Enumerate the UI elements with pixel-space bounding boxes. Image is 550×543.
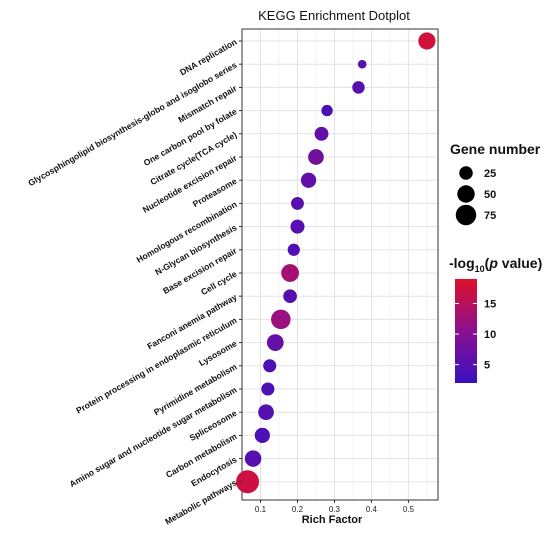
color-legend-title-open: ( — [484, 255, 490, 271]
size-legend-label: 25 — [484, 168, 496, 180]
data-point — [314, 126, 329, 141]
data-point — [236, 470, 260, 494]
x-tick-label: 0.3 — [329, 505, 341, 514]
x-tick-label: 0.1 — [255, 505, 267, 514]
x-tick-label: 0.4 — [366, 505, 378, 514]
data-point — [418, 32, 436, 50]
size-legend-dot — [455, 204, 477, 226]
data-point — [258, 404, 274, 421]
plot-border — [241, 28, 439, 501]
data-point — [308, 149, 324, 165]
y-tick-label: Metabolic pathways — [163, 477, 238, 526]
color-bar — [455, 279, 477, 383]
data-point — [352, 81, 365, 94]
legend: 25 50 75 5 10 15 — [455, 166, 496, 383]
color-legend-title-p: p — [489, 255, 498, 271]
data-point — [271, 309, 291, 330]
data-point — [300, 172, 317, 188]
size-legend-label: 75 — [484, 210, 496, 222]
data-point — [254, 427, 270, 444]
color-legend-title: -log10(p value) — [449, 255, 542, 274]
color-legend-title-prefix: -log — [449, 255, 475, 271]
x-axis-label: Rich Factor — [302, 514, 363, 526]
data-point — [291, 196, 304, 210]
data-point — [244, 450, 262, 467]
x-tick-label: 0.2 — [292, 505, 304, 514]
data-point — [287, 243, 300, 256]
data-point — [263, 359, 277, 373]
points-layer — [236, 32, 436, 494]
x-tick-labels: 0.1 0.2 0.3 0.4 0.5 — [255, 500, 415, 514]
size-legend-dot — [457, 185, 475, 203]
color-legend-title-rest: value) — [497, 255, 543, 271]
data-point — [321, 104, 333, 117]
data-point — [261, 382, 275, 396]
plot-panel — [242, 29, 438, 500]
size-legend-label: 50 — [484, 189, 496, 201]
data-point — [290, 219, 305, 234]
chart-title: KEGG Enrichment Dotplot — [258, 8, 410, 23]
data-point — [283, 289, 297, 304]
size-legend-title: Gene number — [450, 141, 541, 157]
data-point — [281, 264, 299, 282]
size-legend-dot — [459, 166, 473, 180]
data-point — [357, 59, 367, 69]
color-bar-label: 15 — [484, 298, 496, 310]
color-legend-title-sub: 10 — [474, 263, 485, 274]
color-bar-label: 10 — [484, 329, 496, 341]
color-bar-label: 5 — [484, 360, 490, 372]
grid-layer — [241, 28, 439, 501]
x-tick-label: 0.5 — [403, 505, 415, 514]
data-point — [266, 334, 284, 351]
